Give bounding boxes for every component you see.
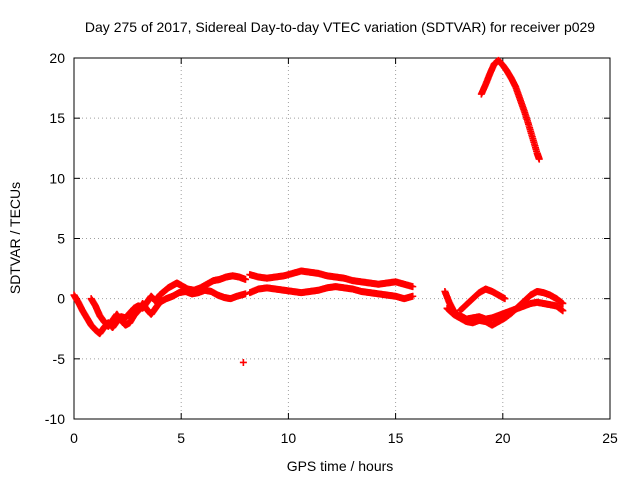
y-tick-label: -10 bbox=[45, 411, 65, 427]
data-point bbox=[409, 292, 417, 300]
y-tick-label: 0 bbox=[57, 291, 65, 307]
series-arc-9 bbox=[477, 56, 543, 163]
x-tick-label: 0 bbox=[70, 430, 78, 446]
data-points bbox=[70, 56, 567, 366]
data-point bbox=[501, 295, 509, 303]
y-tick-label: 10 bbox=[49, 170, 65, 186]
x-tick-label: 5 bbox=[177, 430, 185, 446]
x-axis: 0 5 10 15 20 25 bbox=[70, 58, 618, 446]
series-arc-2 bbox=[87, 286, 250, 330]
data-point bbox=[559, 307, 567, 315]
data-point bbox=[409, 283, 417, 291]
series-arc-8 bbox=[456, 285, 509, 315]
y-axis-label: SDTVAR / TECUs bbox=[7, 182, 23, 294]
x-tick-label: 10 bbox=[281, 430, 297, 446]
x-axis-label: GPS time / hours bbox=[287, 458, 394, 474]
series-arc-7 bbox=[443, 287, 567, 329]
data-point bbox=[559, 299, 567, 307]
data-point bbox=[242, 290, 250, 298]
data-point bbox=[242, 275, 250, 283]
series-arc-5 bbox=[246, 283, 417, 303]
x-tick-label: 15 bbox=[388, 430, 404, 446]
y-tick-label: 5 bbox=[57, 231, 65, 247]
y-tick-label: 15 bbox=[49, 110, 65, 126]
y-axis: -10 -5 0 5 10 15 20 bbox=[45, 50, 610, 427]
x-tick-label: 25 bbox=[602, 430, 618, 446]
chart-title: Day 275 of 2017, Sidereal Day-to-day VTE… bbox=[85, 19, 595, 35]
grid-lines bbox=[74, 58, 610, 419]
y-tick-label: 20 bbox=[49, 50, 65, 66]
y-tick-label: -5 bbox=[53, 351, 66, 367]
series-arc-4 bbox=[246, 267, 417, 291]
data-point bbox=[239, 358, 247, 366]
series-arc-3 bbox=[239, 358, 247, 366]
data-point bbox=[535, 155, 543, 163]
x-tick-label: 20 bbox=[495, 430, 511, 446]
